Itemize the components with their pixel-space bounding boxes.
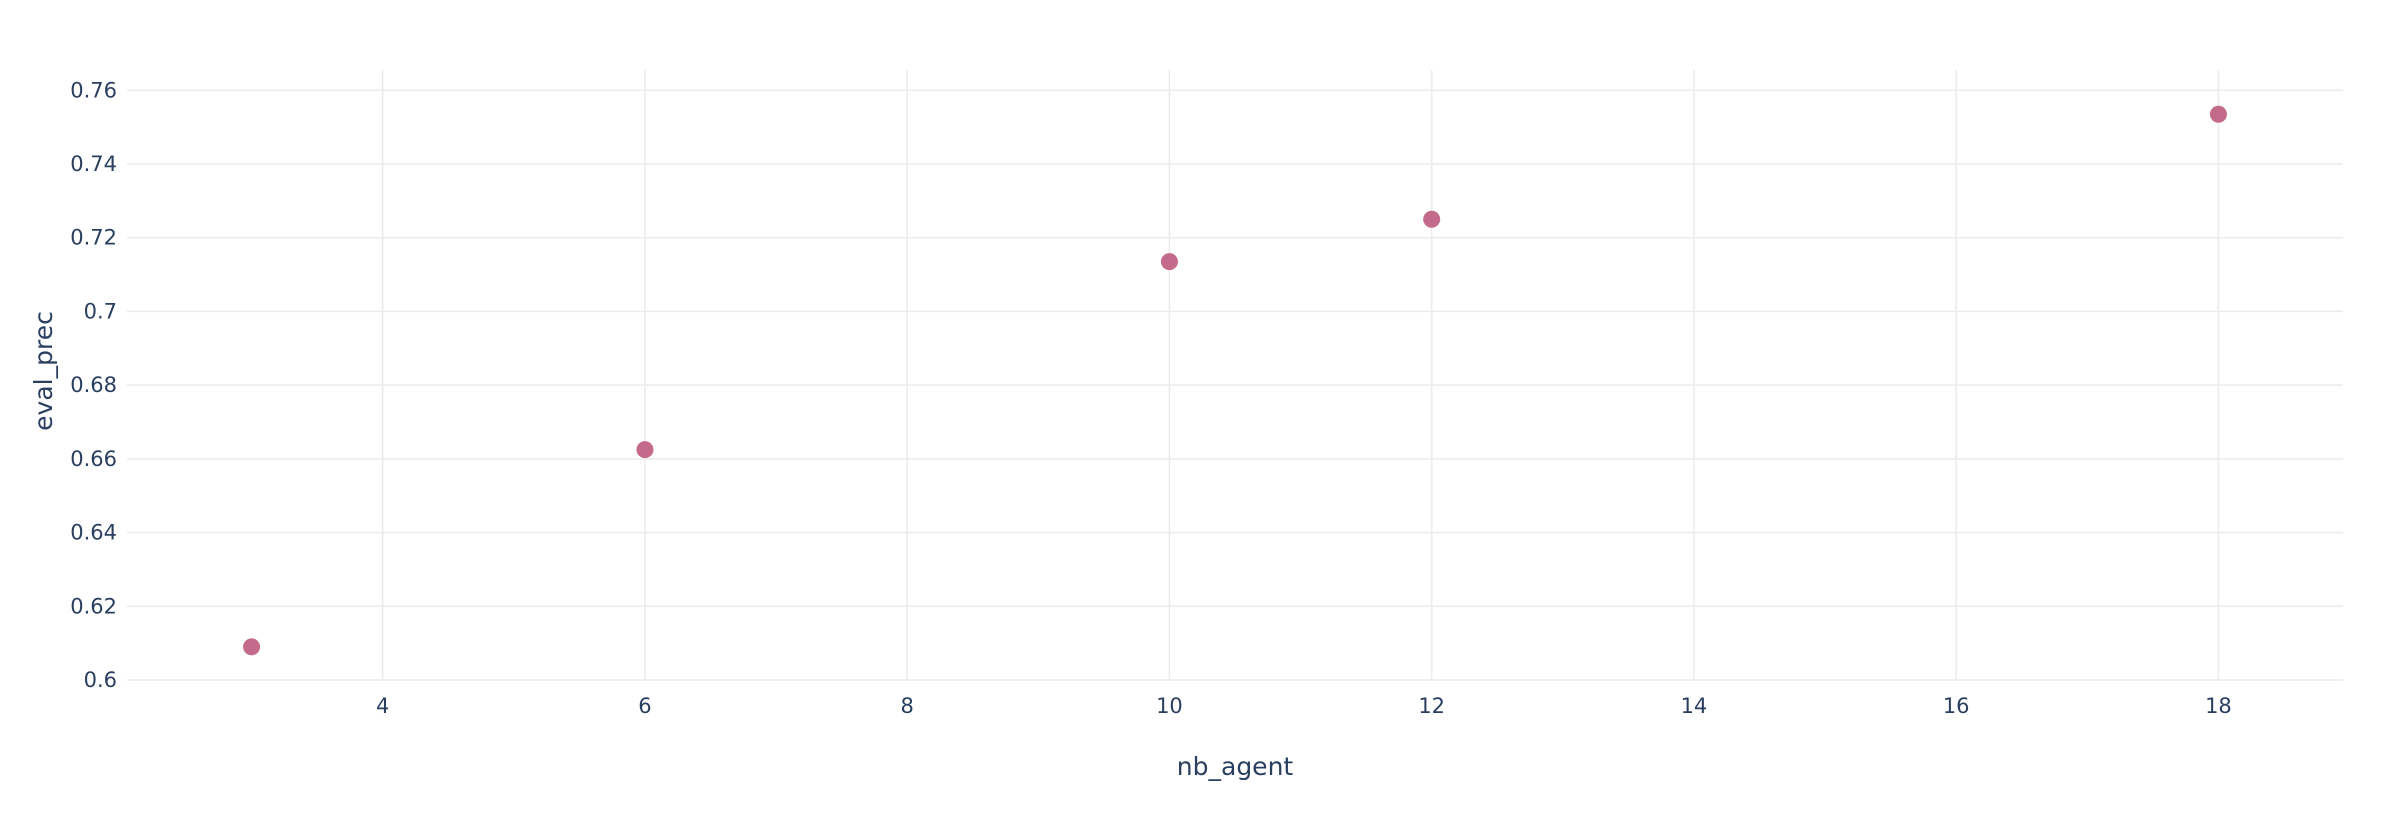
x-tick-label: 4 (376, 694, 389, 718)
y-tick-label: 0.62 (70, 594, 117, 618)
y-tick-label: 0.6 (84, 668, 117, 692)
y-tick-labels: 0.6 0.62 0.64 0.66 0.68 0.7 0.72 0.74 0.76 (70, 78, 117, 692)
y-tick-label: 0.68 (70, 373, 117, 397)
data-points (243, 105, 2227, 656)
y-gridlines (127, 89, 2343, 681)
x-tick-label: 16 (1943, 694, 1970, 718)
x-tick-labels: 4 6 8 10 12 14 16 18 (376, 694, 2232, 718)
y-tick-label: 0.76 (70, 78, 117, 102)
y-tick-label: 0.72 (70, 226, 117, 250)
x-tick-label: 12 (1418, 694, 1445, 718)
y-tick-label: 0.66 (70, 447, 117, 471)
x-tick-label: 10 (1156, 694, 1183, 718)
y-tick-label: 0.74 (70, 152, 117, 176)
y-axis-title: eval_prec (29, 311, 58, 431)
data-point (1160, 253, 1178, 271)
x-gridlines (381, 70, 2220, 680)
x-tick-label: 8 (901, 694, 914, 718)
data-point (243, 638, 261, 656)
data-point (2209, 105, 2227, 123)
y-tick-label: 0.64 (70, 521, 117, 545)
data-point (636, 441, 654, 459)
data-point (1423, 210, 1441, 228)
x-tick-label: 6 (638, 694, 651, 718)
x-tick-label: 14 (1681, 694, 1708, 718)
y-tick-label: 0.7 (84, 299, 117, 323)
x-tick-label: 18 (2205, 694, 2232, 718)
x-axis-title: nb_agent (1177, 752, 1294, 781)
